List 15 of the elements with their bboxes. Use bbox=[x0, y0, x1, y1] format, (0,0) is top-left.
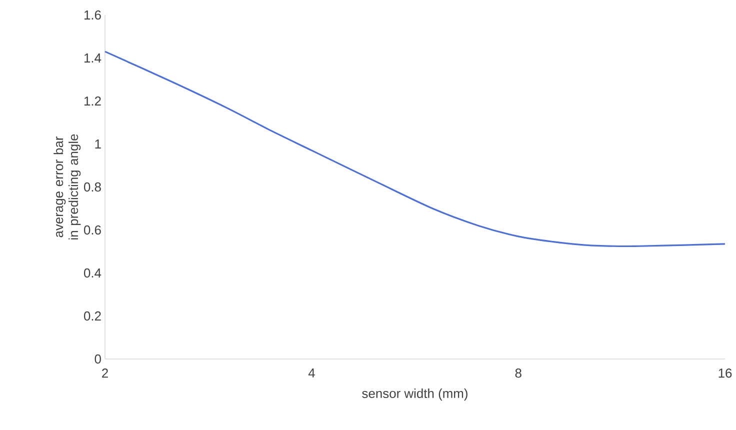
x-axis-title: sensor width (mm) bbox=[362, 388, 468, 401]
y-tick-label: 0.2 bbox=[84, 311, 101, 321]
y-axis-title: average error bar in predicting angle bbox=[54, 134, 81, 240]
y-tick-label: 0 bbox=[94, 354, 101, 364]
y-tick-label: 0.4 bbox=[84, 268, 102, 278]
x-tick-label: 16 bbox=[718, 368, 732, 378]
x-tick-label: 2 bbox=[102, 368, 108, 378]
y-tick-label: 0.6 bbox=[84, 225, 101, 235]
y-tick-label: 1.2 bbox=[84, 96, 101, 106]
y-tick-label: 1 bbox=[95, 140, 101, 148]
y-tick-label: 1.6 bbox=[84, 10, 101, 20]
y-tick-label: 1.4 bbox=[84, 54, 102, 62]
y-tick-label: 0.8 bbox=[84, 182, 101, 192]
x-tick-label: 8 bbox=[515, 368, 522, 378]
x-tick-label: 4 bbox=[308, 368, 315, 378]
